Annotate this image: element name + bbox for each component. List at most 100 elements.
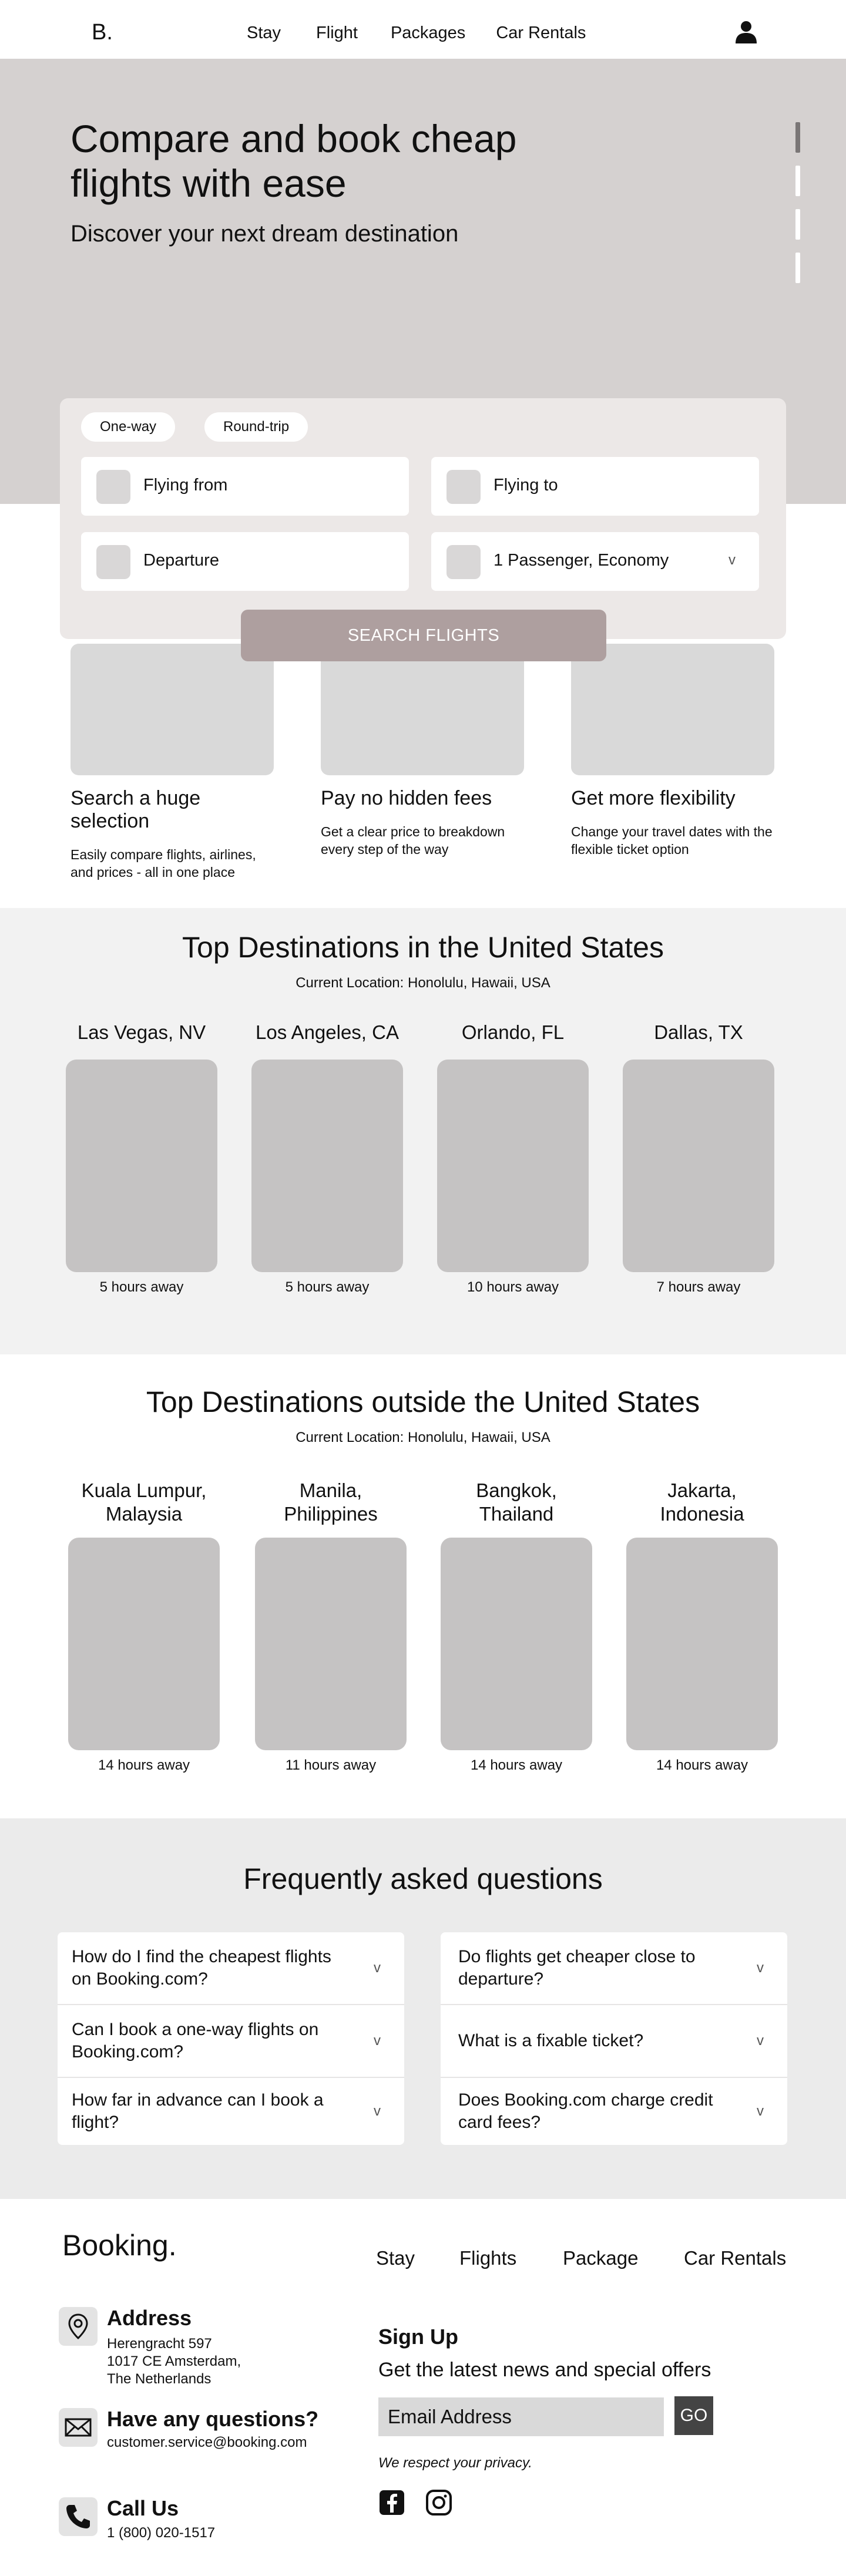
footer-link-flights[interactable]: Flights — [459, 2247, 517, 2269]
slide-indicator-3[interactable] — [795, 209, 800, 240]
footer: Booking. Stay Flights Package Car Rental… — [0, 2199, 846, 2570]
faq-question: Do flights get cheaper close to departur… — [458, 1947, 696, 1989]
flying-from-field[interactable]: Flying from — [81, 457, 409, 516]
chevron-down-icon[interactable]: v — [374, 2033, 381, 2049]
slide-indicators — [795, 122, 800, 296]
support-email[interactable]: customer.service@booking.com — [107, 2434, 307, 2450]
feature-text: Easily compare flights, airlines, and pr… — [70, 847, 256, 880]
faq-item[interactable]: How far in advance can I book a flight? … — [58, 2078, 404, 2145]
location-pin-icon — [59, 2307, 98, 2346]
feature-text: Change your travel dates with the flexib… — [571, 824, 773, 857]
user-icon[interactable] — [734, 20, 758, 43]
destination-city: Bangkok, Thailand — [476, 1479, 557, 1525]
destination-city: Los Angeles, CA — [256, 1021, 399, 1043]
signup-title: Sign Up — [378, 2325, 458, 2349]
faq-item[interactable]: Do flights get cheaper close to departur… — [441, 1932, 787, 2005]
destination-image — [255, 1538, 407, 1750]
envelope-icon — [59, 2408, 98, 2447]
destination-image — [66, 1060, 217, 1272]
destination-city: Jakarta, Indonesia — [660, 1479, 744, 1525]
chevron-down-icon[interactable]: v — [757, 2033, 764, 2049]
logo[interactable]: B. — [92, 20, 113, 45]
feature-card: Search a huge selection Easily compare f… — [70, 644, 274, 881]
slide-indicator-4[interactable] — [795, 253, 800, 283]
travel-time: 10 hours away — [466, 1279, 559, 1295]
destination-image — [437, 1060, 589, 1272]
travel-time: 5 hours away — [99, 1279, 184, 1295]
destination-card[interactable]: Bangkok, Thailand 14 hours away — [441, 1479, 592, 1773]
nav-link-stay[interactable]: Stay — [247, 23, 281, 42]
faq-section: Frequently asked questions How do I find… — [0, 1818, 846, 2199]
facebook-icon[interactable] — [378, 2489, 405, 2516]
faq-item[interactable]: What is a fixable ticket? v — [441, 2005, 787, 2078]
passengers-select[interactable]: 1 Passenger, Economy v — [431, 532, 759, 591]
nav-link-car-rentals[interactable]: Car Rentals — [496, 23, 586, 42]
faq-item[interactable]: Can I book a one-way flights on Booking.… — [58, 2005, 404, 2078]
destination-card[interactable]: Las Vegas, NV 5 hours away — [66, 1021, 217, 1295]
faq-title: Frequently asked questions — [243, 1862, 603, 1895]
nav-link-flight[interactable]: Flight — [316, 23, 358, 42]
destination-card[interactable]: Los Angeles, CA 5 hours away — [251, 1021, 403, 1295]
slide-indicator-1[interactable] — [795, 122, 800, 153]
destination-card[interactable]: Dallas, TX 7 hours away — [623, 1021, 774, 1295]
flying-from-label: Flying from — [143, 476, 228, 495]
chevron-down-icon[interactable]: v — [374, 2103, 381, 2119]
hero: Compare and book cheap flights with ease… — [0, 59, 846, 661]
destination-card[interactable]: Jakarta, Indonesia 14 hours away — [626, 1479, 778, 1773]
travel-time: 14 hours away — [470, 1757, 563, 1773]
flying-to-field[interactable]: Flying to — [431, 457, 759, 516]
faq-question: How do I find the cheapest flights on Bo… — [72, 1947, 331, 1989]
faq-question: Does Booking.com charge credit card fees… — [458, 2090, 713, 2132]
international-destinations: Top Destinations outside the United Stat… — [0, 1354, 846, 1818]
top-nav: B. Stay Flight Packages Car Rentals — [0, 0, 846, 59]
footer-link-car-rentals[interactable]: Car Rentals — [684, 2247, 787, 2269]
address-line: The Netherlands — [107, 2371, 212, 2387]
contact-title: Call Us — [107, 2496, 179, 2520]
faq-item[interactable]: How do I find the cheapest flights on Bo… — [58, 1932, 404, 2005]
slide-indicator-2[interactable] — [795, 166, 800, 196]
phone-number[interactable]: 1 (800) 020-1517 — [107, 2525, 216, 2541]
nav-links: Stay Flight Packages Car Rentals — [247, 23, 621, 43]
faq-question: Can I book a one-way flights on Booking.… — [72, 2020, 319, 2062]
destination-image — [251, 1060, 403, 1272]
feature-title: Get more flexibility — [571, 787, 736, 809]
domestic-destinations: Top Destinations in the United States Cu… — [0, 908, 846, 1354]
footer-link-package[interactable]: Package — [563, 2247, 639, 2269]
chevron-down-icon[interactable]: v — [374, 1960, 381, 1976]
tab-round-trip[interactable]: Round-trip — [204, 412, 308, 442]
destination-image — [623, 1060, 774, 1272]
faq-item[interactable]: Does Booking.com charge credit card fees… — [441, 2078, 787, 2145]
feature-image — [321, 644, 524, 775]
travel-time: 5 hours away — [285, 1279, 370, 1295]
search-flights-button[interactable]: SEARCH FLIGHTS — [241, 610, 606, 661]
travel-time: 14 hours away — [98, 1757, 190, 1773]
chevron-down-icon[interactable]: v — [757, 1960, 764, 1976]
destination-city: Orlando, FL — [461, 1021, 565, 1043]
nav-link-packages[interactable]: Packages — [390, 23, 466, 42]
flight-search-card: One-way Round-trip Flying from Flying to… — [60, 398, 786, 661]
go-button[interactable]: GO — [674, 2396, 713, 2435]
destination-card[interactable]: Kuala Lumpur, Malaysia 14 hours away — [68, 1479, 220, 1773]
destination-image — [626, 1538, 778, 1750]
faq-question: How far in advance can I book a flight? — [72, 2090, 324, 2132]
feature-card: Pay no hidden fees Get a clear price to … — [321, 644, 524, 858]
address-line: 1017 CE Amsterdam, — [107, 2353, 241, 2369]
destination-icon — [446, 470, 481, 504]
chevron-down-icon[interactable]: v — [728, 552, 736, 568]
destination-city: Las Vegas, NV — [77, 1021, 206, 1043]
destination-card[interactable]: Orlando, FL 10 hours away — [437, 1021, 589, 1295]
footer-brand[interactable]: Booking. — [62, 2229, 177, 2262]
departure-field[interactable]: Departure — [81, 532, 409, 591]
destination-city: Kuala Lumpur, Malaysia — [81, 1479, 207, 1525]
destination-city: Manila, Philippines — [284, 1479, 378, 1525]
chevron-down-icon[interactable]: v — [757, 2103, 764, 2119]
faq-list-left: How do I find the cheapest flights on Bo… — [58, 1932, 404, 2145]
tab-one-way[interactable]: One-way — [81, 412, 176, 442]
footer-link-stay[interactable]: Stay — [376, 2247, 415, 2269]
destination-image — [441, 1538, 592, 1750]
calendar-icon — [96, 545, 130, 579]
feature-card: Get more flexibility Change your travel … — [571, 644, 774, 858]
email-input[interactable] — [378, 2397, 664, 2436]
instagram-icon[interactable] — [425, 2489, 452, 2516]
destination-card[interactable]: Manila, Philippines 11 hours away — [255, 1479, 407, 1773]
